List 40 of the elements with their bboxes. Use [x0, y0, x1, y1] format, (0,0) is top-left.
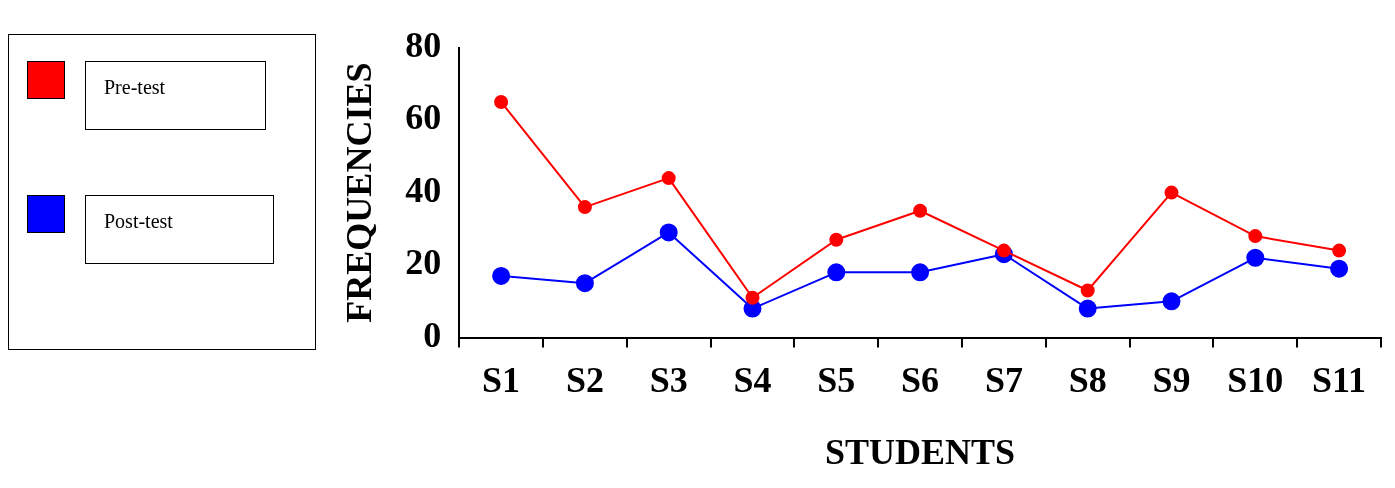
y-tick-label: 80: [405, 24, 442, 65]
point: [1078, 299, 1097, 318]
point: [829, 232, 844, 247]
x-tick-label: S3: [649, 360, 688, 401]
point: [996, 243, 1011, 258]
x-axis-title: STUDENTS: [825, 431, 1016, 472]
point: [1246, 248, 1265, 267]
legend-label: Pre-test: [85, 61, 267, 130]
point: [659, 223, 678, 242]
y-tick-label: 0: [423, 314, 442, 355]
point: [745, 290, 760, 305]
point: [1080, 283, 1095, 298]
point: [575, 274, 594, 293]
legend-label: Post-test: [85, 195, 274, 264]
x-tick-label: S5: [817, 360, 856, 401]
point: [661, 171, 676, 186]
point: [1332, 243, 1347, 258]
x-tick-label: S11: [1312, 360, 1367, 401]
x-tick-label: S7: [984, 360, 1023, 401]
x-tick-label: S4: [733, 360, 772, 401]
point: [1162, 292, 1181, 311]
point: [1248, 229, 1263, 244]
x-tick-label: S1: [482, 360, 521, 401]
point: [911, 263, 930, 282]
point: [492, 266, 511, 285]
x-tick-label: S2: [565, 360, 604, 401]
point: [827, 263, 846, 282]
x-tick-label: S9: [1152, 360, 1191, 401]
x-tick-label: S10: [1227, 360, 1284, 401]
point: [1164, 185, 1179, 200]
y-axis-title: FREQUENCIES: [338, 62, 379, 323]
y-tick-label: 60: [405, 97, 442, 138]
x-tick-label: S6: [901, 360, 940, 401]
x-tick-label: S8: [1068, 360, 1107, 401]
y-tick-label: 40: [405, 169, 442, 210]
point: [1330, 259, 1349, 278]
point: [577, 200, 592, 215]
point: [494, 94, 509, 109]
point: [913, 203, 928, 218]
y-tick-label: 20: [405, 242, 442, 283]
